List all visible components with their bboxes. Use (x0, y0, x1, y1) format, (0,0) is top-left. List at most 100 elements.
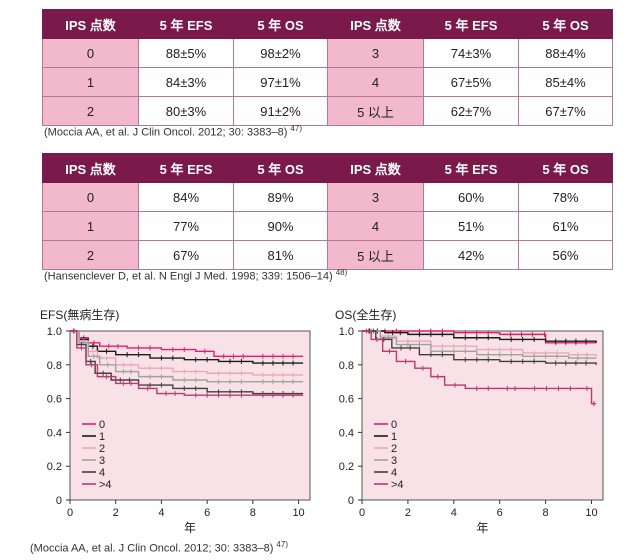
table-row: 1 77% 90% 4 51% 61% (42, 211, 613, 241)
efs-cell: 67% (138, 240, 234, 270)
os-cell: 88±4% (518, 38, 613, 68)
ips-score-cell: 2 (42, 240, 139, 270)
os-cell: 85±4% (518, 67, 613, 97)
citation-table-1: (Moccia AA, et al. J Clin Oncol. 2012; 3… (44, 124, 302, 139)
os-cell: 81% (233, 240, 328, 270)
header-ips-score: IPS 点数 (42, 9, 139, 39)
x-tick-label: 6 (204, 507, 210, 519)
os-cell: 89% (233, 182, 328, 212)
header-ips-score: IPS 点数 (327, 9, 424, 39)
survival-curve-gt4 (70, 330, 304, 396)
survival-curve-gt4 (362, 330, 597, 405)
y-tick-label: 0.6 (339, 394, 354, 406)
x-tick-label: 8 (543, 507, 549, 519)
x-tick-label: 0 (67, 507, 73, 519)
y-tick-label: 0.4 (339, 427, 354, 439)
y-tick-label: 0.8 (339, 360, 354, 372)
ips-score-cell: 2 (42, 96, 139, 126)
os-cell: 91±2% (233, 96, 328, 126)
x-tick-label: 0 (359, 507, 365, 519)
os-cell: 67±7% (518, 96, 613, 126)
citation-ref: 48) (335, 268, 348, 277)
chart-title: OS(全生存) (335, 307, 396, 322)
efs-cell: 60% (423, 182, 519, 212)
chart-title: EFS(無病生存) (40, 307, 119, 322)
ips-score-cell: 0 (42, 38, 139, 68)
ips-score-cell: 1 (42, 67, 139, 97)
citation-text: (Hansenclever D, et al. N Engl J Med. 19… (44, 270, 333, 283)
x-tick-label: 6 (497, 507, 503, 519)
y-tick-label: 1.0 (47, 326, 62, 338)
efs-cell: 42% (423, 240, 519, 270)
header-5yr-efs: 5 年 EFS (138, 153, 234, 183)
x-tick-label: 4 (451, 507, 457, 519)
y-tick-label: 0 (56, 495, 62, 507)
y-tick-label: 0 (348, 495, 354, 507)
ips-score-cell: 5 以上 (327, 240, 424, 270)
x-tick-label: 2 (405, 507, 411, 519)
header-5yr-os: 5 年 OS (518, 153, 613, 183)
header-5yr-os: 5 年 OS (233, 153, 328, 183)
efs-cell: 88±5% (138, 38, 234, 68)
citation-charts: (Moccia AA, et al. J Clin Oncol. 2012; 3… (30, 540, 288, 555)
ips-score-cell: 0 (42, 182, 139, 212)
ips-score-cell: 3 (327, 182, 424, 212)
legend-label: 4 (391, 467, 397, 479)
y-tick-label: 0.6 (47, 394, 62, 406)
efs-cell: 77% (138, 211, 234, 241)
x-tick-label: 10 (585, 507, 597, 519)
os-cell: 90% (233, 211, 328, 241)
y-tick-label: 1.0 (339, 326, 354, 338)
citation-text: (Moccia AA, et al. J Clin Oncol. 2012; 3… (44, 126, 288, 139)
citation-text: (Moccia AA, et al. J Clin Oncol. 2012; 3… (30, 542, 274, 555)
os-cell: 61% (518, 211, 613, 241)
legend-label: 1 (99, 431, 105, 443)
ips-table-2: IPS 点数 5 年 EFS 5 年 OS IPS 点数 5 年 EFS 5 年… (42, 153, 613, 270)
survival-curve-4 (70, 330, 304, 395)
header-5yr-os: 5 年 OS (518, 9, 613, 39)
survival-curve-3 (70, 330, 304, 383)
x-tick-label: 4 (158, 507, 164, 519)
efs-cell: 51% (423, 211, 519, 241)
legend-label: 4 (99, 467, 105, 479)
citation-table-2: (Hansenclever D, et al. N Engl J Med. 19… (44, 268, 347, 283)
citation-ref: 47) (276, 540, 288, 549)
ips-score-cell: 1 (42, 211, 139, 241)
legend-label: 0 (99, 419, 105, 431)
y-tick-label: 0.2 (339, 461, 354, 473)
efs-cell: 84±3% (138, 67, 234, 97)
y-tick-label: 0.2 (47, 461, 62, 473)
table-header-row: IPS 点数 5 年 EFS 5 年 OS IPS 点数 5 年 EFS 5 年… (42, 9, 613, 39)
table-row: 0 84% 89% 3 60% 78% (42, 182, 613, 212)
x-tick-label: 8 (250, 507, 256, 519)
table-row: 2 67% 81% 5 以上 42% 56% (42, 240, 613, 270)
x-tick-label: 2 (113, 507, 119, 519)
ips-table-1: IPS 点数 5 年 EFS 5 年 OS IPS 点数 5 年 EFS 5 年… (42, 9, 613, 126)
legend-label: 1 (391, 431, 397, 443)
legend-label: >4 (391, 479, 404, 491)
legend-label: 2 (99, 443, 105, 455)
header-5yr-efs: 5 年 EFS (423, 9, 519, 39)
os-cell: 56% (518, 240, 613, 270)
citation-ref: 47) (290, 124, 302, 133)
x-axis-label: 年 (476, 521, 488, 535)
legend-label: 3 (391, 455, 397, 467)
efs-cell: 80±3% (138, 96, 234, 126)
efs-cell: 74±3% (423, 38, 519, 68)
survival-curve-1 (70, 330, 304, 364)
legend-label: >4 (99, 479, 112, 491)
x-tick-label: 10 (292, 507, 304, 519)
os-cell: 97±1% (233, 67, 328, 97)
y-tick-label: 0.8 (47, 360, 62, 372)
ips-score-cell: 4 (327, 67, 424, 97)
y-tick-label: 0.4 (47, 427, 62, 439)
survival-curve-2 (362, 330, 597, 357)
table-row: 2 80±3% 91±2% 5 以上 62±7% 67±7% (42, 96, 613, 126)
x-axis-label: 年 (184, 521, 196, 535)
legend-label: 2 (391, 443, 397, 455)
efs-cell: 62±7% (423, 96, 519, 126)
ips-score-cell: 5 以上 (327, 96, 424, 126)
survival-curve-1 (362, 330, 597, 343)
table-row: 1 84±3% 97±1% 4 67±5% 85±4% (42, 67, 613, 97)
